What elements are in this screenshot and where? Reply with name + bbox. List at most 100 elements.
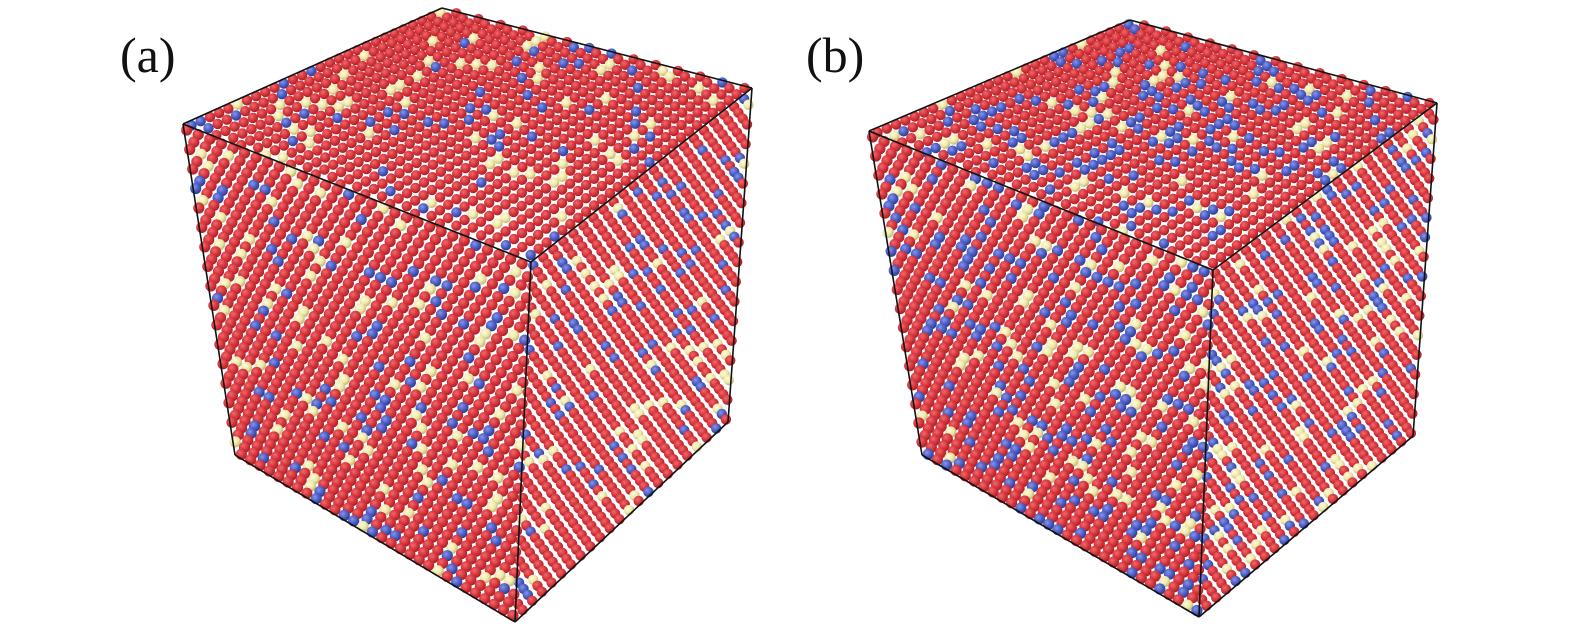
host-atom — [540, 209, 552, 221]
host-atom — [489, 99, 500, 110]
host-atom — [693, 95, 704, 106]
host-atom — [415, 110, 426, 121]
yellow-atom — [600, 93, 612, 104]
host-atom — [387, 74, 398, 85]
host-atom — [891, 283, 903, 296]
blue-atom — [486, 134, 497, 145]
host-atom — [344, 161, 355, 173]
host-atom — [457, 96, 468, 108]
host-atom — [482, 93, 493, 104]
yellow-atom — [1318, 501, 1329, 513]
host-atom — [341, 59, 352, 70]
host-atom — [500, 173, 512, 184]
host-atom — [582, 128, 593, 140]
host-atom — [473, 48, 484, 60]
host-atom — [1220, 584, 1232, 595]
host-atom — [637, 124, 648, 136]
host-atom — [346, 75, 357, 86]
host-atom — [508, 77, 519, 89]
yellow-atom — [525, 168, 536, 180]
yellow-atom — [534, 62, 545, 73]
blue-atom — [465, 103, 476, 114]
host-atom — [538, 90, 549, 102]
host-atom — [457, 48, 468, 59]
host-atom — [702, 77, 713, 88]
host-atom — [437, 142, 448, 153]
host-atom — [686, 77, 698, 88]
host-atom — [320, 152, 331, 163]
blue-atom — [1230, 575, 1241, 587]
host-atom — [413, 133, 424, 144]
yellow-atom — [328, 84, 339, 95]
host-atom — [1006, 148, 1017, 159]
host-atom — [448, 101, 460, 113]
host-atom — [504, 111, 515, 123]
host-atom — [515, 83, 526, 95]
host-atom — [596, 180, 608, 192]
host-atom — [487, 122, 498, 133]
yellow-atom — [561, 97, 572, 109]
host-atom — [296, 131, 307, 142]
host-atom — [265, 104, 277, 115]
host-atom — [228, 132, 239, 144]
blue-atom — [1421, 212, 1432, 223]
host-atom — [701, 89, 712, 100]
host-atom — [427, 159, 439, 170]
host-atom — [402, 162, 414, 174]
host-atom — [452, 168, 463, 179]
blue-atom — [529, 46, 540, 57]
yellow-atom — [509, 167, 520, 178]
host-atom — [377, 89, 388, 101]
host-atom — [616, 93, 627, 105]
host-atom — [377, 42, 389, 53]
host-atom — [548, 203, 560, 215]
host-atom — [478, 65, 489, 76]
host-atom — [1053, 179, 1064, 190]
host-atom — [459, 214, 470, 226]
host-atom — [535, 51, 547, 63]
host-atom — [492, 232, 503, 243]
yellow-atom — [339, 69, 350, 80]
host-atom — [427, 172, 438, 183]
host-atom — [368, 46, 379, 57]
host-atom — [490, 87, 502, 99]
host-atom — [436, 154, 447, 165]
host-atom — [444, 161, 455, 172]
host-atom — [356, 121, 367, 132]
host-atom — [419, 77, 431, 88]
host-atom — [418, 190, 429, 201]
host-atom — [529, 96, 541, 107]
host-atom — [551, 126, 562, 138]
host-atom — [670, 89, 681, 100]
host-atom — [532, 202, 544, 213]
yellow-atom — [629, 130, 640, 142]
blue-atom — [632, 82, 644, 94]
host-atom — [692, 107, 703, 118]
host-atom — [517, 149, 529, 160]
host-atom — [435, 78, 447, 89]
host-atom — [668, 138, 679, 149]
host-atom — [484, 197, 495, 208]
host-atom — [302, 86, 313, 98]
host-atom — [338, 130, 350, 142]
host-atom — [353, 81, 364, 93]
host-atom — [385, 173, 397, 184]
host-atom — [472, 109, 483, 120]
host-atom — [418, 177, 430, 188]
host-atom — [1409, 369, 1421, 380]
yellow-atom — [596, 64, 607, 76]
host-atom — [354, 144, 365, 156]
host-atom — [477, 139, 489, 151]
blue-atom — [1298, 518, 1310, 529]
host-atom — [647, 94, 658, 106]
host-atom — [409, 44, 421, 56]
host-atom — [549, 63, 561, 74]
host-atom — [676, 119, 687, 131]
host-atom — [452, 155, 463, 167]
host-atom — [505, 100, 516, 111]
host-atom — [402, 175, 413, 186]
host-atom — [586, 81, 597, 92]
blue-atom — [430, 61, 441, 73]
host-atom — [331, 124, 342, 135]
blue-atom — [885, 245, 897, 257]
